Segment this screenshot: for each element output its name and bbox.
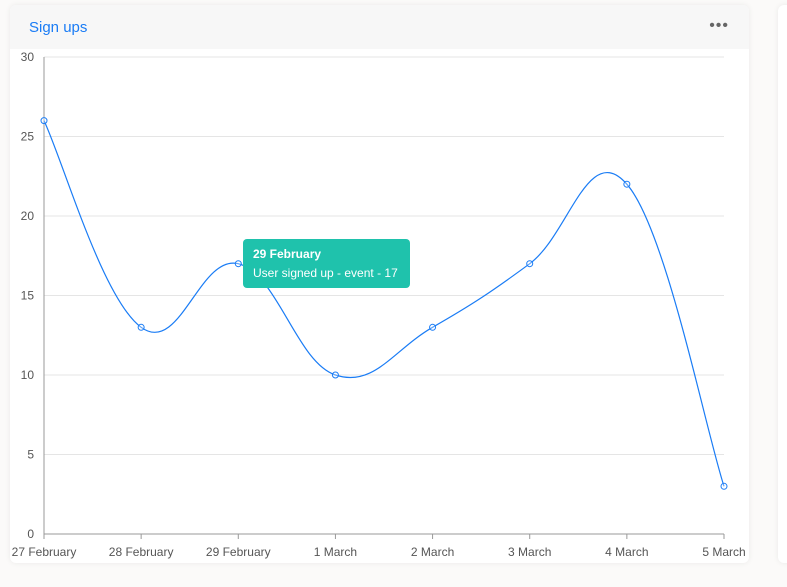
y-tick-label: 15 <box>21 289 35 303</box>
x-tick-label: 1 March <box>314 545 357 559</box>
tooltip-title: 29 February <box>253 247 322 261</box>
more-horizontal-icon[interactable]: ••• <box>709 17 729 34</box>
chart-tooltip: 29 February User signed up - event - 17 <box>243 239 410 288</box>
tooltip-body: User signed up - event - 17 <box>253 266 398 280</box>
x-tick-label: 29 February <box>206 545 271 559</box>
data-point <box>429 323 437 331</box>
y-tick-label: 0 <box>27 527 34 541</box>
y-tick-label: 5 <box>27 448 34 462</box>
data-point <box>720 482 728 490</box>
x-tick-label: 4 March <box>605 545 648 559</box>
data-point <box>40 117 48 125</box>
y-tick-label: 10 <box>21 368 35 382</box>
y-tick-label: 20 <box>21 209 35 223</box>
x-tick-label: 27 February <box>12 545 77 559</box>
next-card <box>778 5 787 563</box>
x-tick-label: 3 March <box>508 545 551 559</box>
sign-ups-card: Sign ups ••• <box>10 5 749 563</box>
data-point <box>331 371 339 379</box>
x-tick-label: 28 February <box>109 545 174 559</box>
card-header: Sign ups ••• <box>10 5 749 49</box>
data-point <box>234 260 242 268</box>
x-tick-label: 5 March <box>702 545 745 559</box>
y-tick-label: 25 <box>21 130 35 144</box>
card-title: Sign ups <box>29 19 88 36</box>
series-line <box>43 120 725 487</box>
y-tick-label: 30 <box>21 50 35 64</box>
data-point <box>526 260 534 268</box>
data-point <box>137 323 145 331</box>
x-tick-label: 2 March <box>411 545 454 559</box>
data-point <box>623 180 631 188</box>
